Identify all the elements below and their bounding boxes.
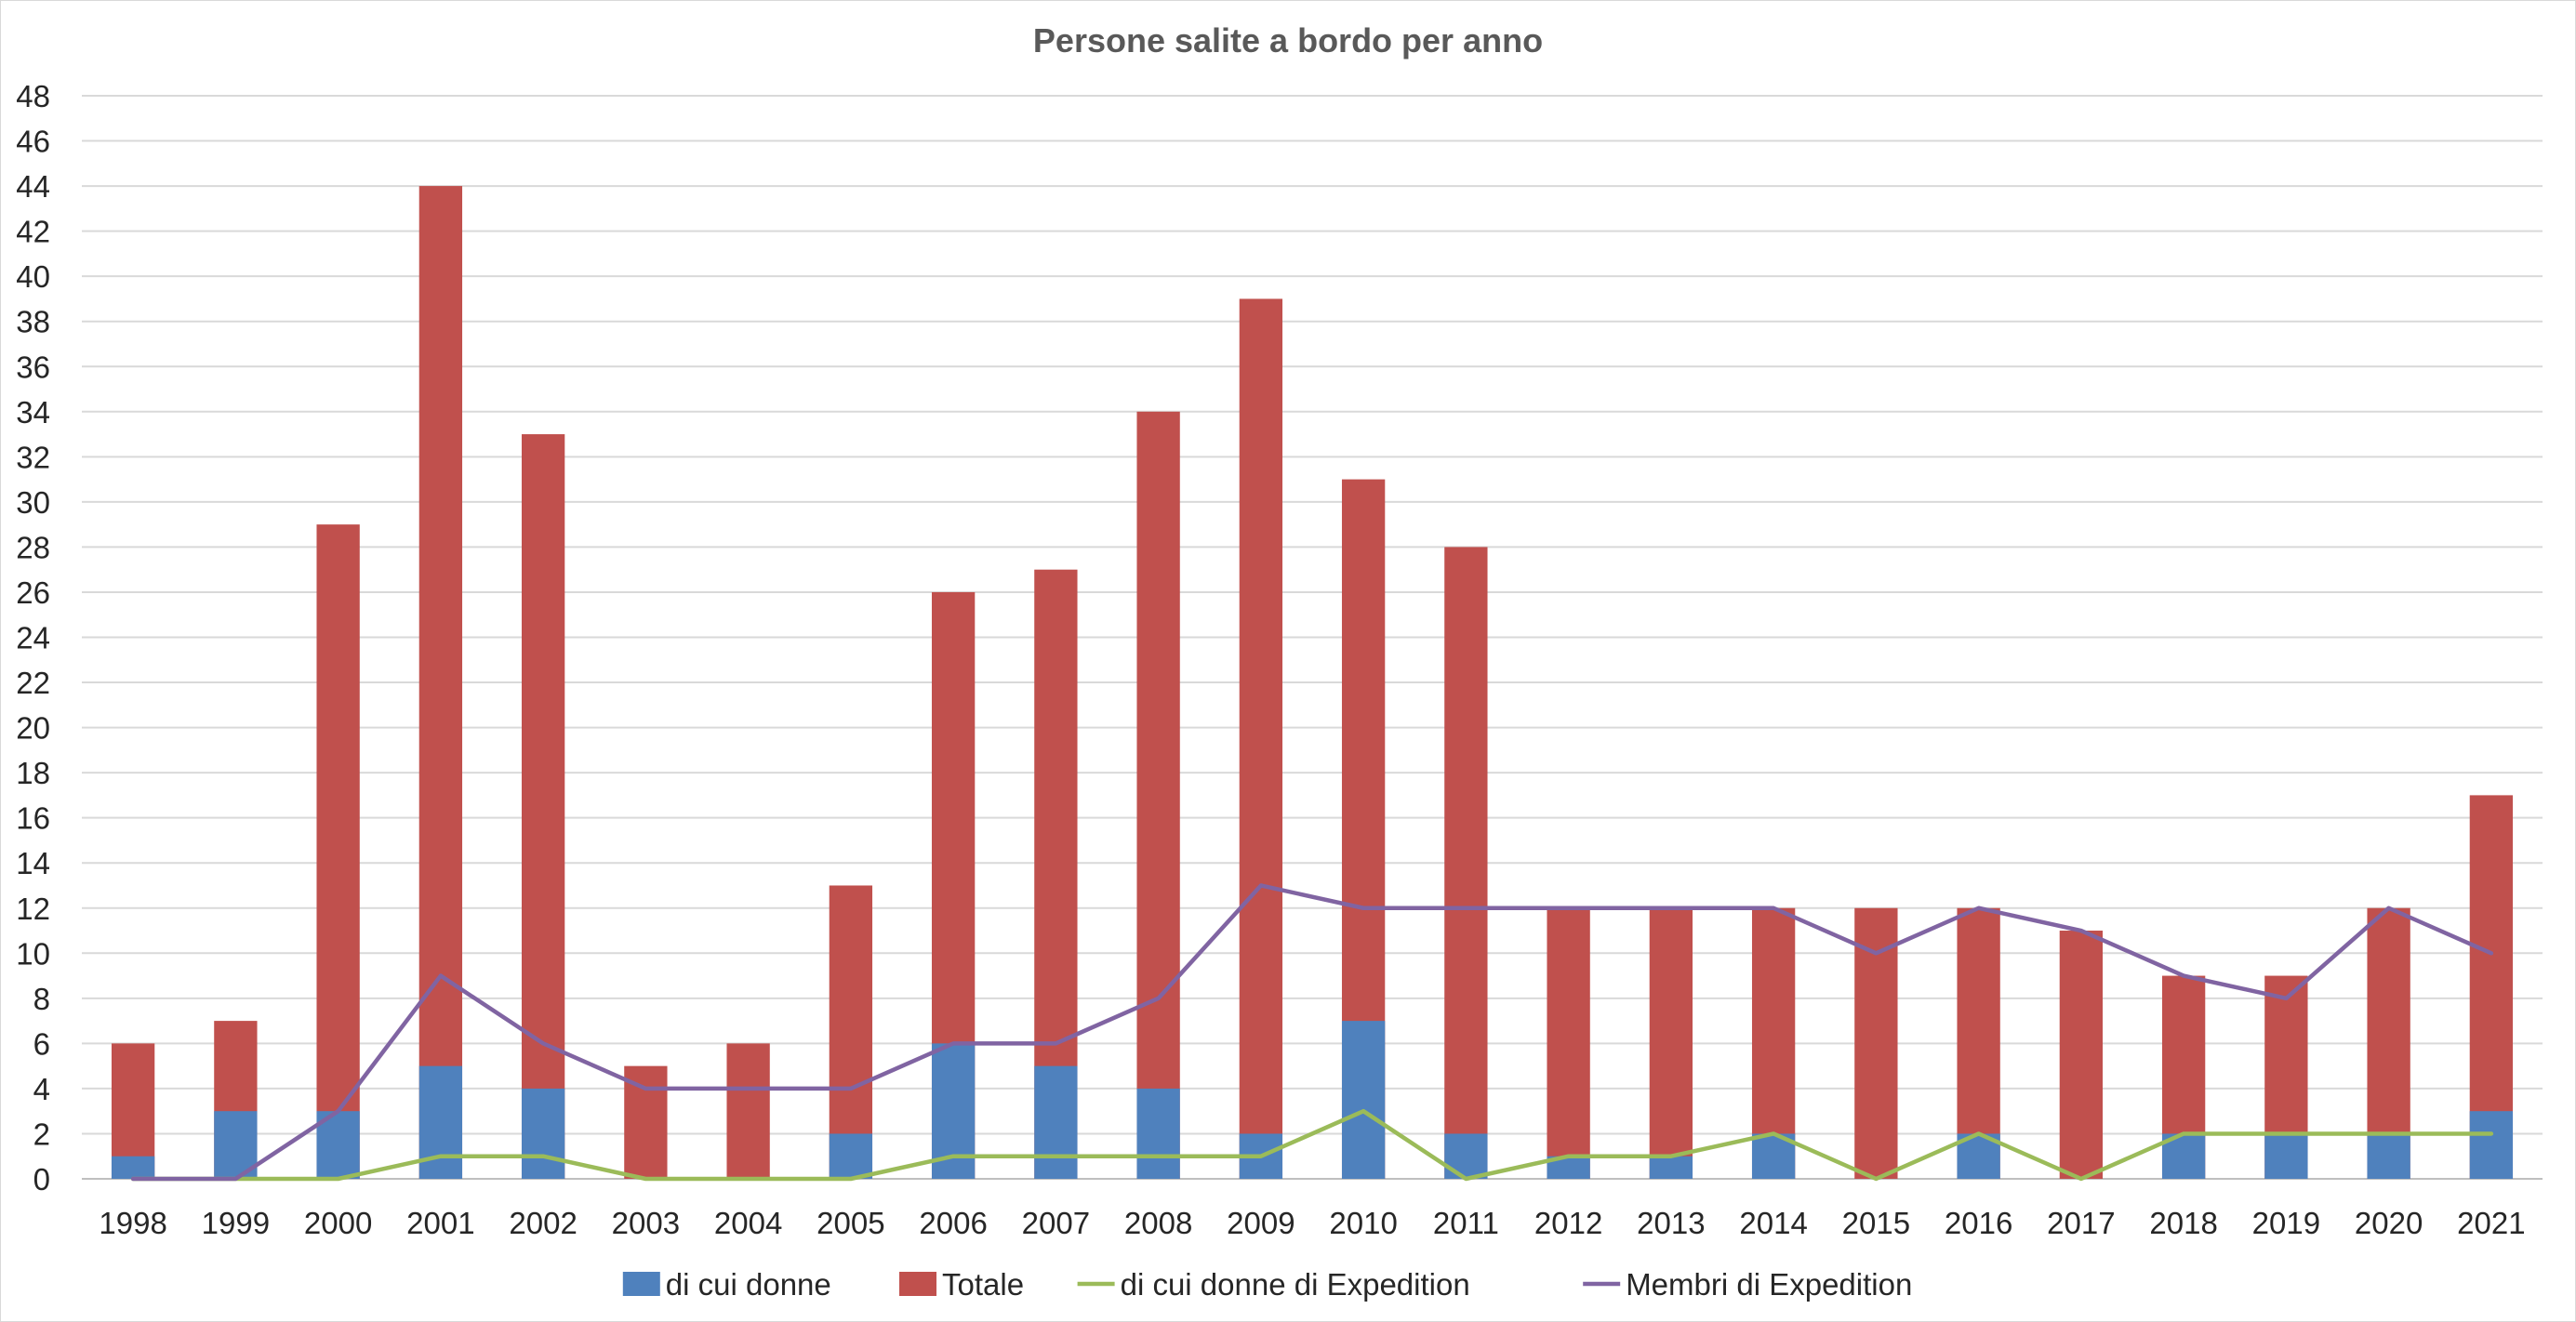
x-tick-label: 2003 [612, 1206, 680, 1240]
y-tick-label: 24 [16, 621, 50, 655]
x-tick-label: 2016 [1945, 1206, 2012, 1240]
x-tick-label: 1999 [202, 1206, 270, 1240]
legend-label-di-cui-donne-di-expedition: di cui donne di Expedition [1121, 1267, 1470, 1302]
bar-totale-2013 [1649, 907, 1693, 1179]
bar-di-cui-donne-2007 [1034, 1065, 1078, 1179]
x-tick-label: 2006 [919, 1206, 987, 1240]
y-tick-label: 38 [16, 305, 50, 339]
bar-totale-2009 [1239, 298, 1283, 1179]
x-tick-label: 2015 [1842, 1206, 1910, 1240]
y-tick-label: 26 [16, 575, 50, 610]
y-tick-label: 42 [16, 215, 50, 249]
y-tick-label: 32 [16, 440, 50, 474]
y-tick-label: 10 [16, 936, 50, 971]
y-tick-label: 28 [16, 530, 50, 564]
bar-totale-2000 [316, 524, 360, 1179]
legend-label-totale: Totale [942, 1267, 1024, 1302]
gridlines [82, 95, 2543, 1180]
bar-di-cui-donne-2008 [1136, 1088, 1180, 1179]
x-tick-label: 2018 [2149, 1206, 2217, 1240]
bar-totale-2003 [624, 1065, 668, 1179]
bar-totale-2002 [521, 434, 565, 1179]
y-tick-label: 12 [16, 892, 50, 926]
legend-label-membri-di-expedition: Membri di Expedition [1626, 1267, 1912, 1302]
x-tick-label: 2009 [1227, 1206, 1295, 1240]
x-tick-label: 2017 [2047, 1206, 2115, 1240]
bar-totale-2008 [1136, 411, 1180, 1180]
x-tick-label: 2001 [406, 1206, 474, 1240]
bar-totale-2005 [829, 885, 873, 1179]
y-axis-ticks: 0246810121416182022242628303234363840424… [16, 79, 50, 1196]
y-tick-label: 14 [16, 846, 50, 880]
x-tick-label: 2011 [1433, 1206, 1499, 1240]
y-tick-label: 4 [33, 1072, 50, 1106]
y-tick-label: 22 [16, 666, 50, 700]
x-tick-label: 2002 [509, 1206, 577, 1240]
x-tick-label: 1998 [99, 1206, 166, 1240]
bar-totale-2011 [1444, 547, 1488, 1179]
bar-totale-2012 [1547, 907, 1590, 1179]
y-tick-label: 16 [16, 801, 50, 836]
y-tick-label: 40 [16, 259, 50, 294]
bar-di-cui-donne-2013 [1649, 1156, 1693, 1179]
line-membri-di-expedition [130, 883, 2494, 1182]
bar-di-cui-donne-2021 [2469, 1111, 2514, 1179]
x-tick-label: 2012 [1534, 1206, 1602, 1240]
y-tick-label: 30 [16, 485, 50, 520]
bar-di-cui-donne-2020 [2367, 1133, 2410, 1179]
x-axis-ticks: 1998 1999 2000 2001 2002 2003 2004 2005 2006 2007… [99, 1206, 2525, 1240]
bar-di-cui-donne-2002 [521, 1088, 565, 1179]
bar-di-cui-donne-2011 [1444, 1133, 1488, 1179]
legend-swatch-totale [899, 1272, 936, 1296]
y-tick-label: 8 [33, 982, 50, 1016]
x-tick-label: 2007 [1022, 1206, 1090, 1240]
x-tick-label: 2005 [817, 1206, 884, 1240]
bar-totale-2001 [418, 186, 463, 1179]
chart-title: Persone salite a bordo per anno [1033, 21, 1543, 59]
x-tick-label: 2014 [1739, 1206, 1807, 1240]
x-tick-label: 2020 [2355, 1206, 2423, 1240]
x-tick-label: 2004 [714, 1206, 782, 1240]
x-tick-label: 2000 [304, 1206, 372, 1240]
bar-di-cui-donne-2001 [418, 1065, 463, 1179]
bar-totale-2017 [2059, 931, 2104, 1179]
lines [130, 883, 2494, 1182]
y-tick-label: 36 [16, 350, 50, 384]
x-tick-label: 2010 [1329, 1206, 1397, 1240]
y-tick-label: 6 [33, 1026, 50, 1061]
bar-di-cui-donne-2010 [1341, 1021, 1386, 1179]
line-di-cui-donne-di-expedition [130, 1108, 2494, 1182]
y-tick-label: 2 [33, 1117, 50, 1151]
legend-swatch-di-cui-donne [622, 1272, 660, 1296]
legend: di cui donne Totale di cui donne di Expedi… [622, 1267, 1912, 1302]
y-tick-label: 34 [16, 395, 50, 430]
y-tick-label: 44 [16, 169, 50, 204]
y-tick-label: 20 [16, 711, 50, 746]
x-tick-label: 2013 [1637, 1206, 1705, 1240]
bar-di-cui-donne-1998 [111, 1156, 155, 1179]
bar-di-cui-donne-2005 [829, 1133, 873, 1179]
y-tick-label: 18 [16, 756, 50, 790]
x-tick-label: 2021 [2457, 1206, 2525, 1240]
legend-label-di-cui-donne: di cui donne [666, 1267, 831, 1302]
y-tick-label: 0 [33, 1162, 50, 1196]
x-tick-label: 2008 [1124, 1206, 1192, 1240]
bar-totale-2004 [726, 1043, 770, 1179]
x-tick-label: 2019 [2252, 1206, 2320, 1240]
y-tick-label: 46 [16, 125, 50, 159]
bar-di-cui-donne-2019 [2264, 1133, 2308, 1179]
y-tick-label: 48 [16, 79, 50, 113]
